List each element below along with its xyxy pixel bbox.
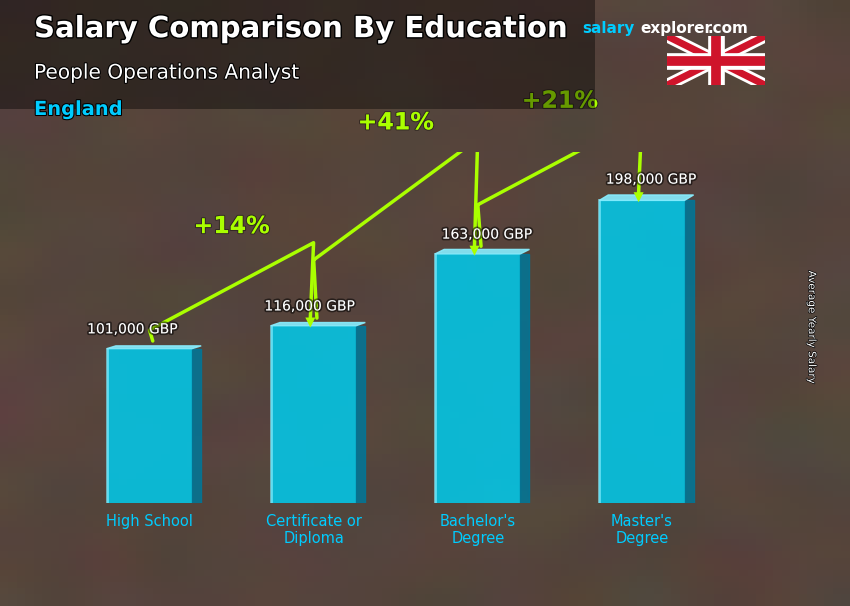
Text: England: England <box>34 100 122 119</box>
Text: 198,000 GBP: 198,000 GBP <box>606 173 696 187</box>
Text: Salary Comparison By Education: Salary Comparison By Education <box>34 15 567 43</box>
Polygon shape <box>107 346 201 348</box>
Polygon shape <box>192 348 201 503</box>
Text: .com: .com <box>707 21 748 36</box>
Polygon shape <box>435 250 530 254</box>
Text: explorer: explorer <box>640 21 712 36</box>
Bar <box>435 254 520 503</box>
Polygon shape <box>520 254 530 503</box>
Text: 116,000 GBP: 116,000 GBP <box>264 299 354 313</box>
Text: +41%: +41% <box>358 110 434 135</box>
Text: +21%: +21% <box>522 89 598 113</box>
Polygon shape <box>599 195 694 201</box>
Bar <box>599 201 684 503</box>
Polygon shape <box>356 325 366 503</box>
Text: +14%: +14% <box>194 214 269 238</box>
Text: salary: salary <box>582 21 635 36</box>
Bar <box>107 348 192 503</box>
Text: People Operations Analyst: People Operations Analyst <box>34 64 300 82</box>
Text: 163,000 GBP: 163,000 GBP <box>442 228 532 242</box>
Text: 101,000 GBP: 101,000 GBP <box>87 322 178 336</box>
Polygon shape <box>271 322 366 325</box>
Polygon shape <box>684 201 694 503</box>
Bar <box>271 325 356 503</box>
Text: Average Yearly Salary: Average Yearly Salary <box>807 271 817 384</box>
